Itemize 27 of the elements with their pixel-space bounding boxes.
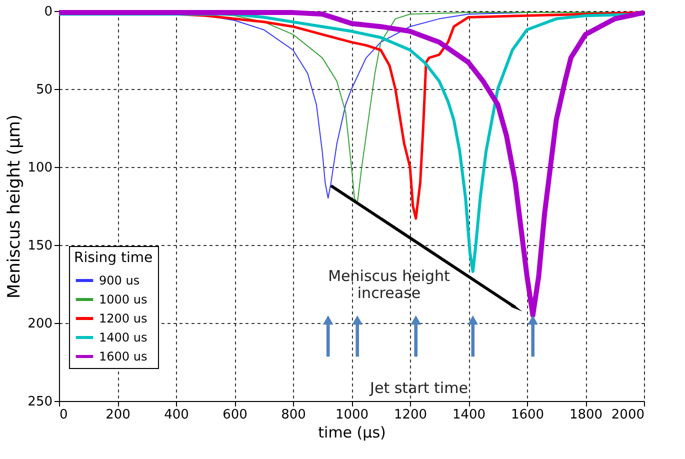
legend-title: Rising time <box>74 250 153 266</box>
y-tick-label: 250 <box>28 394 52 410</box>
x-tick-label: 400 <box>164 408 189 422</box>
legend-label: 1200 us <box>99 312 148 326</box>
legend-label: 900 us <box>99 274 140 288</box>
legend-label: 1400 us <box>99 330 148 344</box>
x-tick-label: 1200 <box>394 408 428 422</box>
legend-label: 1600 us <box>99 350 148 364</box>
x-tick-label: 600 <box>222 408 248 422</box>
x-tick-label: 0 <box>60 408 68 422</box>
x-tick-label: 2000 <box>611 408 644 422</box>
y-tick-label: 50 <box>36 82 52 98</box>
x-tick-label: 800 <box>281 408 306 422</box>
y-tick-label: 0 <box>44 4 52 20</box>
annotation: Meniscus height increase <box>328 267 450 302</box>
x-tick-label: 1800 <box>569 408 603 422</box>
annotation: Jet start time <box>369 379 468 397</box>
y-axis-title: Meniscus height (µm) <box>4 114 25 299</box>
x-tick-label: 200 <box>106 408 130 422</box>
x-tick-label: 1400 <box>452 408 486 422</box>
legend-label: 1000 us <box>99 292 148 306</box>
x-axis-title: time (µs) <box>318 424 386 442</box>
y-tick-label: 200 <box>28 316 52 332</box>
x-tick-label: 1600 <box>510 408 544 422</box>
x-tick-label: 1000 <box>335 408 369 422</box>
y-tick-label: 150 <box>28 238 52 254</box>
y-tick-label: 100 <box>28 160 52 176</box>
